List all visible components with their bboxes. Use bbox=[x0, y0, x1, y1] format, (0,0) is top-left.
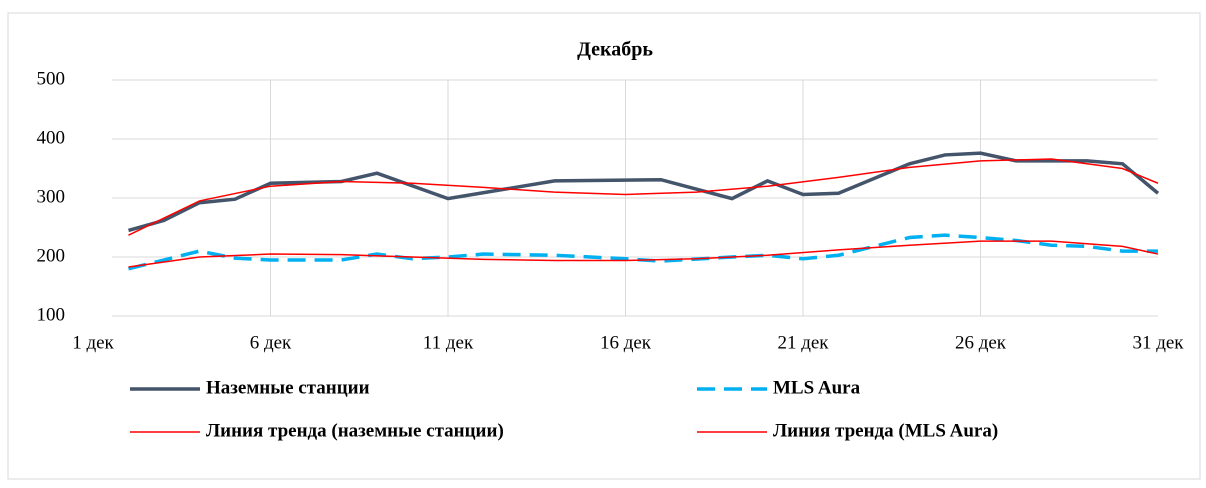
y-tick-label: 200 bbox=[37, 245, 66, 266]
series-line bbox=[128, 233, 1158, 271]
legend-label: Линия тренда (MLS Aura) bbox=[773, 420, 998, 441]
y-tick-label: 400 bbox=[37, 127, 66, 148]
series-line bbox=[128, 151, 1160, 233]
y-tick-label: 500 bbox=[37, 68, 66, 89]
series-line bbox=[128, 240, 1159, 268]
series-line bbox=[128, 158, 1159, 236]
y-tick-label: 300 bbox=[37, 186, 66, 207]
legend-label: Линия тренда (наземные станции) bbox=[206, 420, 504, 441]
x-tick-label: 21 дек bbox=[777, 332, 829, 353]
x-tick-label: 26 дек bbox=[955, 332, 1007, 353]
legend-label: MLS Aura bbox=[773, 377, 861, 398]
y-tick-label: 100 bbox=[37, 304, 66, 325]
chart-title: Декабрь bbox=[577, 39, 653, 61]
legend-label: Наземные станции bbox=[206, 377, 370, 398]
x-tick-label: 1 дек bbox=[72, 332, 114, 353]
x-tick-label: 6 дек bbox=[250, 332, 292, 353]
chart-frame bbox=[7, 12, 1201, 480]
x-tick-label: 16 дек bbox=[600, 332, 652, 353]
x-tick-label: 31 дек bbox=[1132, 332, 1184, 353]
x-tick-label: 11 дек bbox=[423, 332, 474, 353]
